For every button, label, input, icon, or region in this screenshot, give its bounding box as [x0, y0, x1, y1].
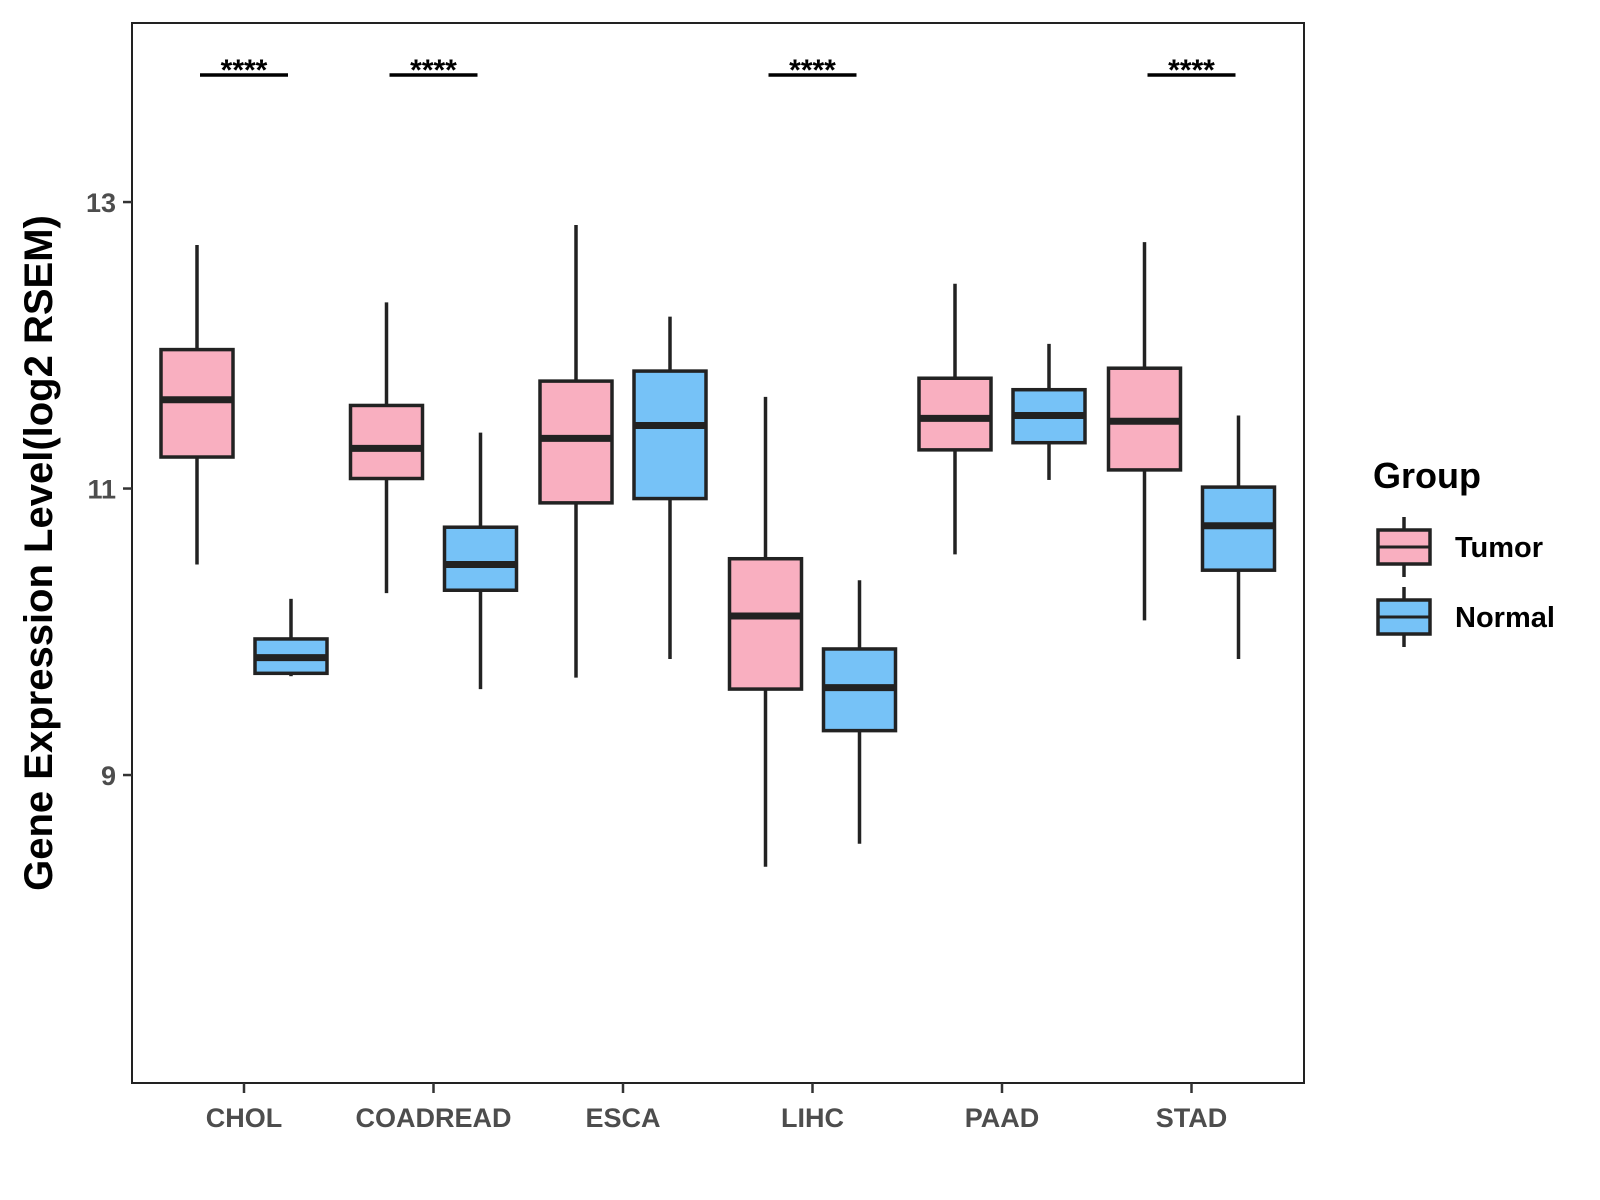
x-tick-label: PAAD	[965, 1103, 1040, 1133]
y-tick-label: 11	[87, 475, 116, 505]
boxes	[159, 224, 1277, 867]
box-tumor-stad	[1106, 242, 1183, 621]
box-tumor-coadread	[348, 302, 425, 594]
box-normal-chol	[253, 598, 329, 677]
x-tick-label: CHOL	[206, 1103, 283, 1133]
significance-label: ****	[789, 54, 836, 87]
legend-key-tumor	[1376, 517, 1432, 577]
box-iqr	[442, 525, 519, 592]
box-normal-esca	[632, 316, 708, 659]
plot-border	[131, 22, 1305, 1084]
box-normal-paad	[1011, 343, 1087, 480]
x-tick-label: ESCA	[585, 1103, 660, 1133]
box-normal-lihc	[821, 580, 898, 844]
legend-key-normal	[1376, 587, 1432, 647]
y-tick-label: 9	[101, 761, 116, 791]
box-normal-stad	[1200, 415, 1277, 659]
y-axis: 9 11 13	[86, 188, 132, 791]
legend-title: Group	[1373, 455, 1481, 496]
x-tick-label: COADREAD	[355, 1103, 511, 1133]
x-tick-label: LIHC	[781, 1103, 844, 1133]
box-tumor-esca	[538, 224, 614, 678]
x-axis: CHOL COADREAD ESCA LIHC PAAD STAD	[206, 1083, 1228, 1133]
box-iqr	[538, 379, 614, 505]
box-normal-coadread	[442, 432, 519, 690]
box-tumor-lihc	[727, 396, 804, 867]
significance-label: ****	[221, 54, 268, 87]
box-iqr	[727, 556, 804, 691]
legend-label-tumor: Tumor	[1455, 532, 1543, 564]
plot-panel	[131, 22, 1305, 1084]
box-iqr	[917, 376, 993, 452]
significance-markers: **** **** **** ****	[200, 54, 1236, 87]
x-tick-label: STAD	[1156, 1103, 1228, 1133]
significance-label: ****	[410, 54, 457, 87]
box-tumor-paad	[917, 283, 993, 555]
y-axis-title: Gene Expression Level(log2 RSEM)	[17, 215, 61, 891]
box-tumor-chol	[159, 245, 235, 565]
legend: Group Tumor Normal	[1373, 455, 1555, 647]
y-tick-label: 13	[86, 188, 116, 218]
significance-label: ****	[1168, 54, 1215, 87]
box-iqr	[348, 403, 425, 481]
box-iqr	[159, 347, 235, 459]
legend-label-normal: Normal	[1455, 602, 1555, 634]
box-iqr	[632, 369, 708, 501]
